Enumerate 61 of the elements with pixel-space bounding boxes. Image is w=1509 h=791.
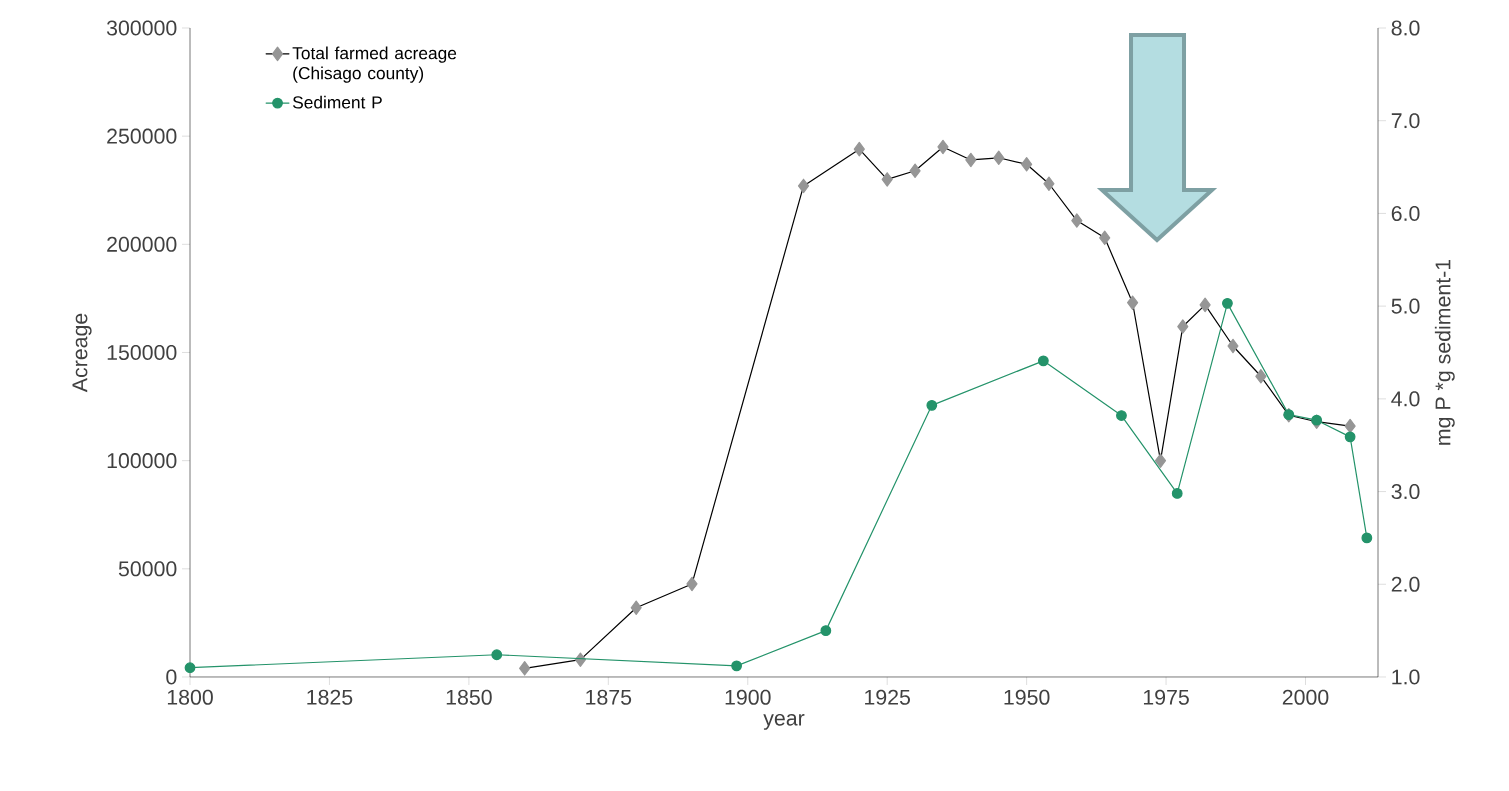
point: [1099, 230, 1111, 246]
y2-tick-label: 7.0: [1391, 113, 1420, 129]
point: [797, 178, 810, 194]
point: [1171, 488, 1183, 499]
y-tick-label: 0: [166, 669, 177, 685]
x-tick-label: 2000: [1282, 689, 1329, 705]
x-tick-label: 1850: [446, 689, 492, 705]
point: [1199, 297, 1211, 313]
y-axis-title: Acreage: [72, 313, 92, 393]
x-tick-label: 1900: [725, 689, 771, 705]
x-tick-label: 1975: [1143, 689, 1189, 705]
y2-axis-title: mg P *g sediment-1: [1434, 259, 1455, 445]
point: [1227, 338, 1239, 354]
point: [1116, 410, 1127, 421]
y-tick-label: 200000: [107, 236, 177, 252]
x-tick-label: 1825: [307, 689, 353, 705]
point: [1177, 319, 1189, 334]
point: [1361, 532, 1373, 544]
y2-tick-label: 5.0: [1391, 298, 1420, 314]
point: [937, 139, 949, 155]
point: [820, 625, 832, 637]
x-tick-label: 1800: [167, 689, 213, 705]
y2-tick-label: 8.0: [1391, 20, 1420, 36]
point: [1043, 176, 1055, 192]
y2-tick-label: 1.0: [1392, 669, 1420, 685]
y-tick-label: 150000: [107, 344, 177, 361]
x-tick-label: 1950: [1004, 689, 1050, 705]
y-tick-label: 100000: [107, 453, 177, 469]
legend-label: Total farmed acreage (Chisago county): [292, 46, 457, 83]
point: [184, 662, 196, 674]
point: [1021, 157, 1033, 172]
x-axis-title: year: [763, 713, 805, 730]
point: [1071, 213, 1083, 228]
point: [1037, 355, 1049, 367]
point: [993, 150, 1005, 166]
point: [491, 649, 503, 661]
point: [630, 600, 642, 616]
y2-tick-label: 2.0: [1391, 576, 1420, 592]
point: [926, 399, 938, 411]
y-tick-label: 250000: [107, 128, 177, 144]
y-tick-label: 300000: [106, 20, 177, 36]
point: [731, 660, 742, 672]
point: [1222, 297, 1233, 309]
point: [1255, 369, 1267, 384]
point: [686, 576, 698, 592]
y2-tick-label: 3.0: [1391, 484, 1420, 500]
point: [965, 152, 977, 168]
point: [853, 141, 865, 157]
y2-tick-label: 4.0: [1391, 391, 1420, 407]
point: [1154, 453, 1167, 468]
y-tick-label: 50000: [118, 561, 177, 577]
point: [1344, 431, 1356, 443]
legend-label: Sediment P: [292, 95, 382, 109]
point: [909, 163, 921, 179]
point: [881, 172, 893, 187]
point: [1344, 418, 1356, 434]
x-tick-label: 1925: [865, 689, 910, 705]
y2-tick-label: 6.0: [1391, 205, 1420, 221]
x-tick-label: 1875: [586, 689, 632, 705]
point: [1127, 295, 1139, 310]
point: [519, 661, 531, 676]
